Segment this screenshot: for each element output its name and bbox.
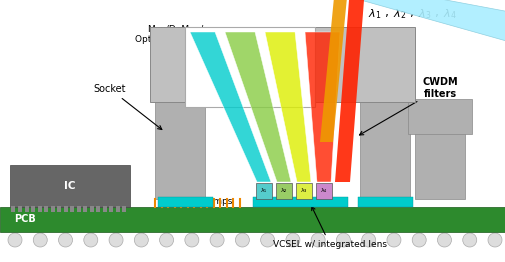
Text: PCB: PCB xyxy=(14,215,36,225)
FancyBboxPatch shape xyxy=(64,206,68,212)
FancyBboxPatch shape xyxy=(0,207,505,232)
Text: C4 bumps: C4 bumps xyxy=(187,197,232,206)
Circle shape xyxy=(59,233,72,247)
FancyBboxPatch shape xyxy=(295,183,312,199)
Text: Mux/DeMux/
Optical connector: Mux/DeMux/ Optical connector xyxy=(134,24,256,57)
Circle shape xyxy=(386,233,400,247)
FancyBboxPatch shape xyxy=(77,206,81,212)
Text: ,: , xyxy=(434,6,438,19)
Circle shape xyxy=(134,233,148,247)
FancyBboxPatch shape xyxy=(256,183,272,199)
Text: $\lambda_{3}$: $\lambda_{3}$ xyxy=(418,7,431,21)
Circle shape xyxy=(235,233,249,247)
Text: λ₂: λ₂ xyxy=(280,188,286,194)
FancyBboxPatch shape xyxy=(37,206,41,212)
Polygon shape xyxy=(349,0,505,42)
Text: Socket: Socket xyxy=(93,84,162,129)
Polygon shape xyxy=(225,32,290,182)
Circle shape xyxy=(361,233,375,247)
FancyBboxPatch shape xyxy=(12,206,16,212)
Circle shape xyxy=(412,233,425,247)
Circle shape xyxy=(210,233,224,247)
Text: $\lambda_{1}$: $\lambda_{1}$ xyxy=(368,7,381,21)
FancyBboxPatch shape xyxy=(275,183,291,199)
FancyBboxPatch shape xyxy=(316,183,331,199)
Circle shape xyxy=(8,233,22,247)
Text: λ₁: λ₁ xyxy=(261,188,267,194)
Circle shape xyxy=(311,233,325,247)
Circle shape xyxy=(336,233,350,247)
FancyBboxPatch shape xyxy=(31,206,35,212)
Polygon shape xyxy=(189,32,271,182)
Circle shape xyxy=(462,233,476,247)
FancyBboxPatch shape xyxy=(158,197,213,207)
FancyBboxPatch shape xyxy=(155,87,205,199)
FancyBboxPatch shape xyxy=(57,206,61,212)
Text: CWDM
filters: CWDM filters xyxy=(359,77,457,135)
FancyBboxPatch shape xyxy=(96,206,100,212)
FancyBboxPatch shape xyxy=(103,206,107,212)
FancyBboxPatch shape xyxy=(359,87,409,199)
Text: ,: , xyxy=(384,6,388,19)
FancyBboxPatch shape xyxy=(358,197,412,207)
Text: VCSEL w/ integrated lens: VCSEL w/ integrated lens xyxy=(273,207,386,249)
Circle shape xyxy=(84,233,97,247)
FancyBboxPatch shape xyxy=(70,206,74,212)
Circle shape xyxy=(184,233,198,247)
FancyBboxPatch shape xyxy=(44,206,48,212)
FancyBboxPatch shape xyxy=(122,206,126,212)
FancyBboxPatch shape xyxy=(116,206,120,212)
Circle shape xyxy=(109,233,123,247)
Circle shape xyxy=(260,233,274,247)
FancyBboxPatch shape xyxy=(50,206,55,212)
Circle shape xyxy=(487,233,501,247)
Text: IC: IC xyxy=(64,181,76,191)
FancyBboxPatch shape xyxy=(149,27,414,102)
Circle shape xyxy=(159,233,173,247)
FancyBboxPatch shape xyxy=(109,206,113,212)
FancyBboxPatch shape xyxy=(185,27,315,107)
Circle shape xyxy=(285,233,299,247)
Text: $\lambda_{2}$: $\lambda_{2}$ xyxy=(392,7,406,21)
Text: λ₄: λ₄ xyxy=(320,188,326,194)
Polygon shape xyxy=(305,32,339,182)
Text: $\lambda_{4}$: $\lambda_{4}$ xyxy=(442,7,456,21)
Polygon shape xyxy=(319,0,347,142)
Circle shape xyxy=(437,233,450,247)
Polygon shape xyxy=(334,0,364,182)
Polygon shape xyxy=(265,32,311,182)
FancyBboxPatch shape xyxy=(414,129,464,199)
Text: ,: , xyxy=(409,6,413,19)
FancyBboxPatch shape xyxy=(90,206,93,212)
FancyBboxPatch shape xyxy=(25,206,28,212)
FancyBboxPatch shape xyxy=(83,206,87,212)
FancyBboxPatch shape xyxy=(18,206,22,212)
FancyBboxPatch shape xyxy=(252,197,347,207)
FancyBboxPatch shape xyxy=(10,165,130,207)
FancyBboxPatch shape xyxy=(407,99,471,134)
Circle shape xyxy=(33,233,47,247)
Text: λ₃: λ₃ xyxy=(300,188,307,194)
